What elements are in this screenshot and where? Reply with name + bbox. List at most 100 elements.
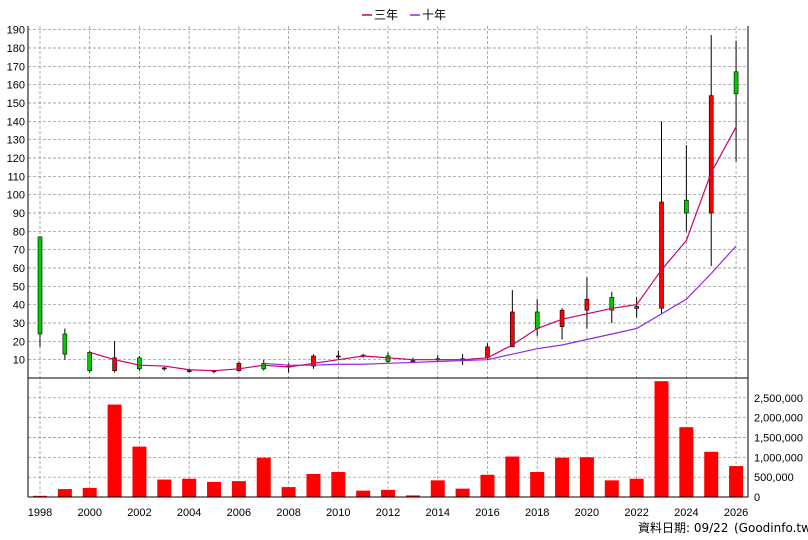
volume-bar	[33, 495, 47, 497]
volume-bars	[33, 381, 744, 497]
price-tick-label: 140	[7, 116, 25, 128]
candle-down	[236, 363, 242, 371]
volume-bar	[157, 479, 172, 497]
price-tick-label: 60	[13, 263, 25, 275]
year-tick-label: 2006	[227, 507, 251, 519]
price-tick-label: 120	[7, 153, 25, 165]
price-tick-label: 10	[13, 355, 25, 367]
candle-up	[37, 236, 43, 335]
volume-bar	[207, 481, 222, 497]
volume-tick-label: 2,000,000	[754, 413, 803, 425]
year-tick-label: 2022	[624, 507, 648, 519]
candle-down	[634, 306, 639, 309]
volume-bar	[679, 427, 694, 497]
volume-bar	[256, 457, 271, 497]
volume-tick-label: 0	[754, 492, 760, 504]
volume-tick-label: 500,000	[754, 472, 794, 484]
year-tick-label: 2000	[77, 507, 101, 519]
year-tick-label: 2026	[724, 507, 748, 519]
candle-down	[112, 357, 117, 371]
year-tick-label: 2024	[674, 507, 698, 519]
price-tick-label: 20	[13, 336, 25, 348]
volume-bar	[405, 495, 420, 497]
volume-bar	[381, 489, 396, 497]
price-tick-label: 110	[7, 171, 25, 183]
candle-up	[684, 199, 689, 214]
volume-bar	[430, 480, 445, 497]
price-tick-label: 170	[7, 61, 25, 73]
volume-tick-label: 1,500,000	[754, 433, 803, 445]
volume-bar	[729, 466, 744, 497]
price-tick-label: 160	[7, 80, 25, 92]
volume-bar	[182, 478, 197, 497]
volume-bar	[505, 456, 520, 497]
volume-bar	[455, 488, 470, 497]
price-tick-label: 190	[7, 25, 25, 37]
candle-down	[311, 355, 316, 367]
candle-down	[186, 370, 192, 372]
candle-up	[534, 311, 540, 329]
candle-up	[385, 355, 391, 362]
volume-bar	[331, 472, 346, 497]
volume-bar	[132, 446, 147, 497]
year-tick-label: 2008	[276, 507, 300, 519]
footer-date-label: 資料日期: 09/22	[638, 521, 728, 535]
year-tick-label: 2018	[525, 507, 549, 519]
candle-down	[410, 360, 416, 362]
candle-up	[733, 71, 739, 95]
price-tick-label: 70	[13, 245, 25, 257]
candle-down	[708, 95, 714, 214]
tick-labels: 10 20 30 40 50 60 70 80 90 100 110 120 130 140 150 160 1…	[7, 25, 803, 519]
candle-up	[87, 352, 93, 371]
axes	[27, 26, 749, 498]
candle-down	[584, 298, 590, 311]
candle-down	[336, 355, 341, 358]
year-tick-label: 2020	[575, 507, 599, 519]
price-tick-label: 90	[13, 208, 25, 220]
volume-bar	[704, 451, 719, 497]
candle-up	[261, 363, 267, 370]
legend: 三年 十年	[362, 8, 446, 22]
volume-bar	[530, 472, 545, 497]
volume-tick-label: 2,500,000	[754, 393, 803, 405]
volume-bar	[579, 457, 594, 497]
volume-bar	[107, 404, 122, 497]
price-tick-label: 80	[13, 226, 25, 238]
year-tick-label: 2002	[127, 507, 151, 519]
price-tick-label: 40	[13, 300, 25, 312]
volume-bar	[306, 473, 321, 497]
candle-down	[510, 311, 515, 348]
legend-three-year-label: 三年	[374, 8, 398, 22]
year-tick-label: 2010	[326, 507, 350, 519]
volume-bar	[356, 490, 371, 497]
candle-up	[62, 333, 68, 355]
volume-bar	[480, 474, 495, 497]
price-candles	[37, 35, 739, 374]
grid-lines	[28, 26, 748, 497]
year-tick-label: 2014	[426, 507, 450, 519]
volume-bar	[629, 478, 644, 497]
legend-ten-year-label: 十年	[422, 8, 446, 22]
candle-down	[659, 201, 664, 309]
volume-bar	[555, 457, 570, 497]
candle-down	[485, 346, 490, 359]
footer-source: (Goodinfo.tw)	[734, 521, 808, 535]
year-tick-label: 2016	[475, 507, 499, 519]
volume-bar	[604, 480, 619, 497]
volume-bar	[57, 489, 72, 497]
price-tick-label: 130	[7, 135, 25, 147]
candle-up	[137, 357, 142, 370]
price-tick-label: 30	[13, 318, 25, 330]
candle-down	[162, 367, 167, 370]
volume-tick-label: 1,000,000	[754, 452, 803, 464]
volume-bar	[281, 487, 296, 497]
year-tick-label: 2004	[177, 507, 201, 519]
price-tick-label: 50	[13, 281, 25, 293]
price-tick-label: 100	[7, 190, 25, 202]
volume-bar	[231, 481, 246, 497]
price-tick-label: 180	[7, 43, 25, 55]
year-tick-label: 1998	[28, 507, 52, 519]
candle-up	[609, 297, 615, 311]
